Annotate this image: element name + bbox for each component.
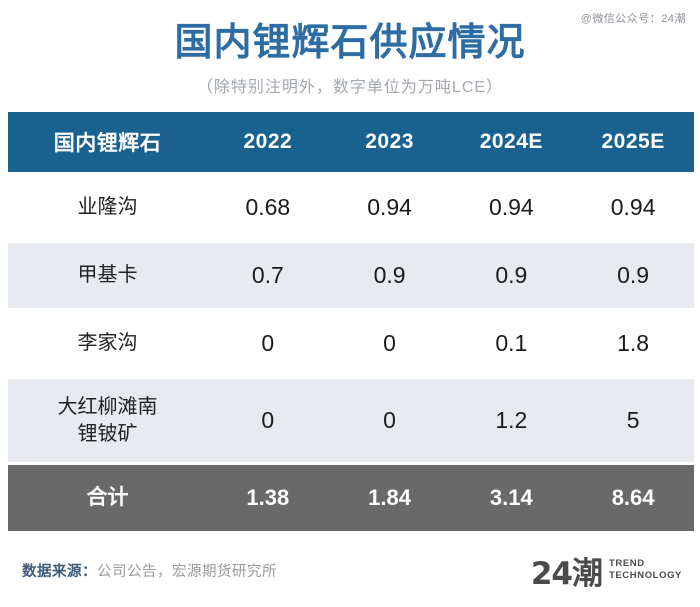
table-row: 甲基卡 0.7 0.9 0.9 0.9 [8,243,694,311]
total-row: 合计 1.38 1.84 3.14 8.64 [8,465,694,531]
table-row: 业隆沟 0.68 0.94 0.94 0.94 [8,175,694,243]
header-row: 国内锂辉石 2022 2023 2024E 2025E [8,112,694,175]
page-subtitle: （除特别注明外，数字单位为万吨LCE） [196,78,504,96]
cell-value: 1.2 [450,379,573,465]
cell-value: 0.94 [572,175,694,243]
brand-sub-line2: TECHNOLOGY [608,570,682,581]
cell-value: 0.1 [450,311,573,379]
watermark: @微信公众号：24潮 [580,13,686,25]
data-source-line: 数据来源：公司公告，宏源期货研究所 [22,560,277,581]
page-title: 国内锂辉石供应情况 [174,22,526,64]
row-label: 李家沟 [8,311,207,379]
data-source-text: 公司公告，宏源期货研究所 [97,563,277,580]
footer: 数据来源：公司公告，宏源期货研究所 24潮 TREND TECHNOLOGY [0,541,700,607]
column-header-2025e: 2025E [572,112,694,175]
cell-value: 0 [206,379,329,465]
brand-logo-subtext: TREND TECHNOLOGY [609,558,682,582]
data-source-label: 数据来源： [22,563,97,580]
cell-value: 0 [328,311,451,379]
column-header-2022: 2022 [206,112,329,175]
brand-sub-line1: TREND [608,558,645,570]
total-row-label: 合计 [8,465,207,531]
column-header-2023: 2023 [328,112,451,175]
total-cell-value: 1.38 [206,465,329,531]
row-label: 大红柳滩南 锂铍矿 [8,379,207,465]
cell-value: 0.9 [450,243,573,311]
cell-value: 0.9 [572,243,694,311]
brand-logo-text: 24潮 [530,555,603,592]
total-cell-value: 1.84 [328,465,451,531]
row-label: 甲基卡 [8,243,207,311]
row-label: 业隆沟 [8,175,207,243]
title-block: 国内锂辉石供应情况 （除特别注明外，数字单位为万吨LCE） [0,0,700,97]
cell-value: 0.9 [328,243,451,311]
cell-value: 1.8 [572,311,694,379]
column-header-2024e: 2024E [450,112,573,175]
cell-value: 0.7 [206,243,329,311]
cell-value: 0.94 [450,175,573,243]
brand-logo: 24潮 TREND TECHNOLOGY [531,548,682,593]
table-row: 大红柳滩南 锂铍矿 0 0 1.2 5 [8,379,694,465]
cell-value: 0 [328,379,451,465]
cell-value: 0.94 [328,175,451,243]
column-header-label: 国内锂辉石 [8,112,207,175]
cell-value: 0.68 [206,175,329,243]
table-header: 国内锂辉石 2022 2023 2024E 2025E [8,112,694,175]
total-cell-value: 8.64 [572,465,694,531]
total-cell-value: 3.14 [450,465,573,531]
supply-table: 国内锂辉石 2022 2023 2024E 2025E 业隆沟 0.68 0.9… [8,112,694,531]
cell-value: 0 [206,311,329,379]
table-row: 李家沟 0 0 0.1 1.8 [8,311,694,379]
cell-value: 5 [572,379,694,465]
